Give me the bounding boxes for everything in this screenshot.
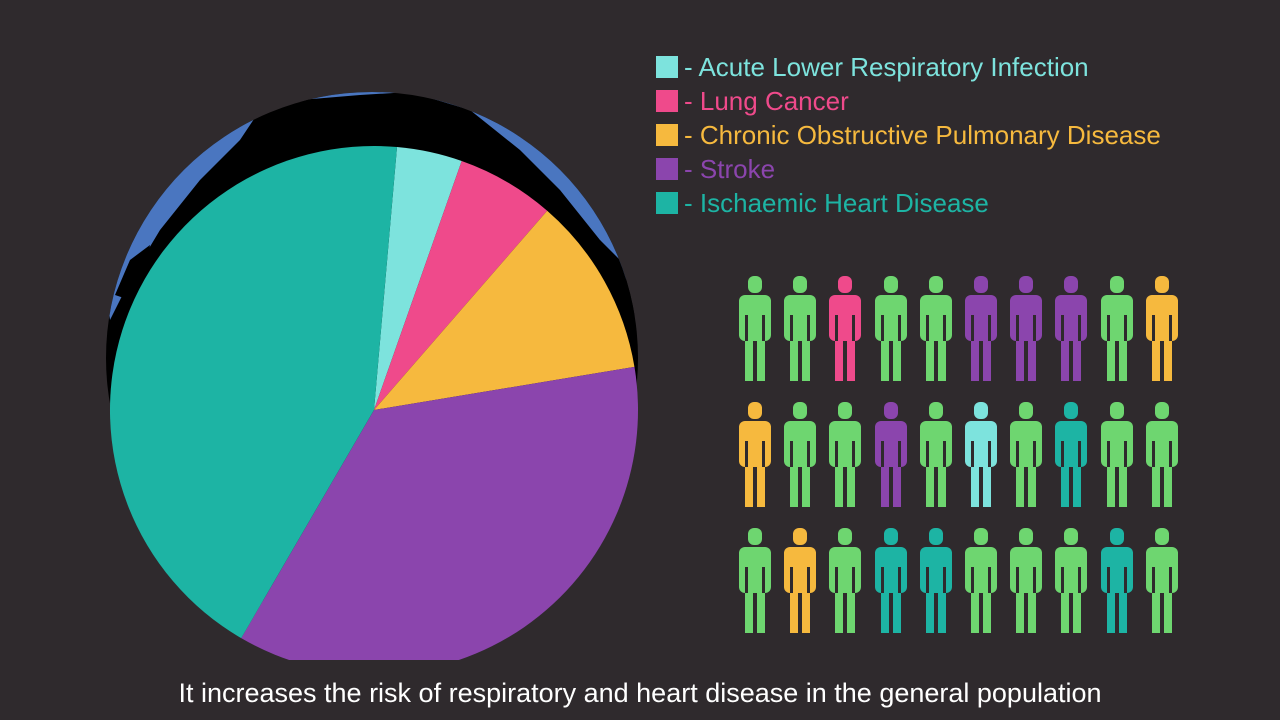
person-icon-stroke	[1055, 276, 1088, 381]
person-icon-healthy	[1010, 402, 1043, 507]
legend-swatch	[656, 192, 678, 214]
person-icon-ihd	[874, 528, 907, 633]
legend-label: - Chronic Obstructive Pulmonary Disease	[684, 119, 1161, 150]
person-icon-stroke	[1010, 276, 1043, 381]
pie-slice-ischaemic-heart-disease	[109, 145, 398, 639]
person-icon-healthy	[1100, 402, 1133, 507]
pie-slice-acute-lower-respiratory-infection	[374, 147, 462, 410]
person-icon-healthy	[829, 402, 862, 507]
person-icon-healthy	[1145, 528, 1178, 633]
person-icon-healthy	[1055, 528, 1088, 633]
person-icon-healthy	[874, 276, 907, 381]
person-icon-ihd	[919, 528, 952, 633]
person-icon-healthy	[1145, 402, 1178, 507]
person-icon-healthy	[919, 276, 952, 381]
person-icon-stroke	[874, 402, 907, 507]
legend-item: - Stroke	[656, 152, 1161, 186]
pie-chart-globe	[106, 92, 638, 660]
pie-slice-chronic-obstructive-pulmonary-disease	[374, 210, 635, 410]
person-icon-ihd	[1055, 402, 1088, 507]
pie-slice-stroke	[241, 366, 638, 660]
subtitle-caption: It increases the risk of respiratory and…	[178, 678, 1102, 708]
person-icon-healthy	[1100, 276, 1133, 381]
person-icon-healthy	[784, 402, 817, 507]
pie-slice-lung-cancer	[374, 160, 548, 410]
legend-label: - Ischaemic Heart Disease	[684, 187, 989, 218]
legend-swatch	[656, 124, 678, 146]
person-icon-copd	[739, 402, 771, 507]
person-icon-copd	[1145, 276, 1178, 381]
person-icon-healthy	[739, 528, 771, 633]
legend-item: - Chronic Obstructive Pulmonary Disease	[656, 118, 1161, 152]
person-icon-stroke	[965, 276, 997, 381]
legend-swatch	[656, 90, 678, 112]
person-icon-alri	[965, 402, 997, 507]
person-icon-healthy	[965, 528, 997, 633]
person-icon-copd	[784, 528, 817, 633]
legend-label: - Acute Lower Respiratory Infection	[684, 51, 1089, 82]
person-icon-healthy	[784, 276, 817, 381]
pie-slices	[109, 145, 638, 660]
people-grid	[738, 275, 1188, 635]
legend-item: - Acute Lower Respiratory Infection	[656, 50, 1161, 84]
legend-item: - Ischaemic Heart Disease	[656, 186, 1161, 220]
legend-item: - Lung Cancer	[656, 84, 1161, 118]
person-icon-healthy	[919, 402, 952, 507]
legend: - Acute Lower Respiratory Infection - Lun…	[656, 50, 1161, 220]
legend-label: - Lung Cancer	[684, 85, 849, 116]
legend-swatch	[656, 56, 678, 78]
person-icon-ihd	[1100, 528, 1133, 633]
legend-label: - Stroke	[684, 153, 776, 184]
person-icon-healthy	[829, 528, 862, 633]
person-icon-healthy	[739, 276, 771, 381]
person-icon-healthy	[1010, 528, 1043, 633]
legend-swatch	[656, 158, 678, 180]
person-icon-lung	[829, 276, 862, 381]
